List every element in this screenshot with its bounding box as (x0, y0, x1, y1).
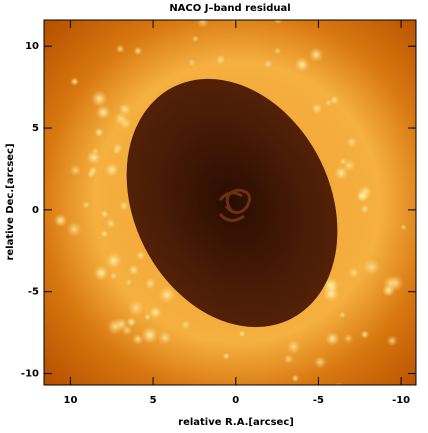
bright-spot (106, 318, 124, 335)
bright-spot (360, 204, 370, 214)
bright-spot (386, 335, 398, 347)
y-axis-label: relative Dec.[arcsec] (5, 143, 16, 260)
chart-title: NACO J–band residual (169, 3, 290, 14)
bright-spot (333, 382, 345, 385)
bright-spot (345, 136, 358, 148)
bright-spot (325, 331, 340, 346)
bright-spot (133, 46, 143, 56)
bright-spot (399, 223, 407, 231)
bright-spot (105, 252, 123, 269)
bright-spot (69, 164, 82, 177)
y-tick-label: -5 (28, 287, 39, 298)
bright-spot (132, 333, 144, 346)
bright-spot (128, 264, 140, 276)
x-tick-label: 0 (232, 395, 239, 406)
bright-spot (158, 285, 176, 304)
x-tick-label: -10 (392, 395, 410, 406)
bright-spot (90, 90, 108, 108)
bright-spot (343, 333, 354, 344)
bright-spot (294, 56, 310, 73)
bright-spot (187, 58, 196, 67)
bright-spot (222, 352, 230, 360)
bright-spot (157, 330, 173, 345)
bright-spot (311, 102, 323, 115)
bright-spot (274, 47, 282, 55)
bright-spot (263, 59, 273, 69)
bright-spot (144, 277, 157, 290)
image (44, 20, 416, 415)
x-tick-label: 5 (150, 395, 157, 406)
x-axis-label: relative R.A.[arcsec] (178, 417, 294, 428)
bright-spot (356, 190, 367, 201)
bright-spot (94, 127, 104, 138)
bright-spot (91, 147, 99, 155)
bright-spot (238, 330, 246, 338)
bright-spot (82, 201, 90, 209)
bright-spot (215, 54, 226, 65)
bright-spot (149, 306, 162, 319)
bright-spot (308, 47, 324, 63)
bright-spot (109, 272, 118, 280)
bright-spots (53, 20, 407, 415)
bright-spot (126, 317, 137, 328)
bright-spot (66, 221, 83, 238)
bright-spot (105, 218, 116, 229)
bright-spot (180, 319, 192, 331)
bright-spot (283, 354, 294, 365)
bright-spot (115, 44, 125, 54)
bright-spot (381, 283, 396, 297)
bright-spot (87, 170, 95, 178)
bright-spot (360, 330, 370, 339)
plot-frame (43, 19, 417, 386)
residual-spiral (218, 188, 252, 222)
bright-spot (339, 311, 346, 319)
bright-spot (268, 402, 281, 415)
bright-spot (112, 147, 120, 155)
bright-spot (125, 279, 132, 286)
y-tick-label: -10 (21, 369, 39, 380)
bright-spot (104, 162, 120, 177)
bright-spot (196, 20, 209, 29)
bright-spot (291, 374, 300, 383)
bright-spot (286, 339, 302, 355)
bright-spot (135, 250, 146, 261)
bright-spot (113, 111, 128, 126)
bright-spot (362, 258, 381, 276)
y-tick-label: 5 (32, 123, 39, 134)
bright-spot (95, 104, 111, 120)
x-tick-label: 10 (63, 395, 77, 406)
y-tick-label: 10 (25, 41, 39, 52)
bright-spot (339, 157, 347, 166)
bright-spot (347, 267, 360, 279)
bright-spot (191, 35, 199, 43)
residual-region (126, 78, 338, 328)
bright-spot (272, 20, 284, 25)
y-tick-label: 0 (32, 205, 39, 216)
bright-spot (121, 324, 133, 336)
bright-spot (140, 326, 159, 344)
bright-spot (144, 313, 152, 321)
bright-spot (53, 213, 68, 228)
bright-spot (100, 209, 109, 218)
bright-spot (70, 77, 79, 86)
bright-spot (322, 277, 340, 294)
bright-spot (119, 200, 129, 211)
bright-spot (329, 94, 340, 105)
bright-spot (100, 230, 109, 238)
bright-spot (313, 355, 327, 369)
bright-spot (93, 265, 109, 281)
bright-spot (127, 299, 145, 317)
x-tick-label: -5 (313, 395, 324, 406)
